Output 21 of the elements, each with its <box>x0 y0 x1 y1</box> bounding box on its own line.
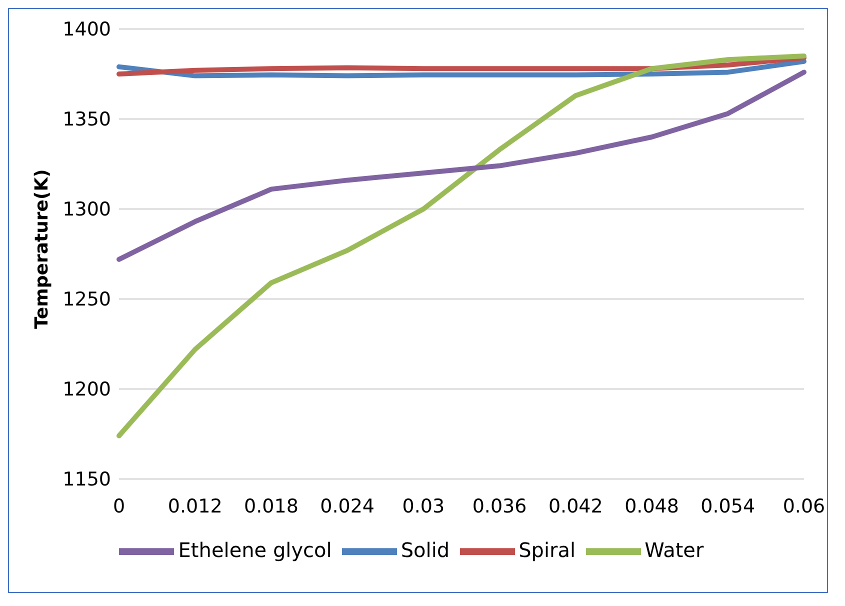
x-tick-label: 0.042 <box>548 495 603 518</box>
legend-label: Ethelene glycol <box>178 538 332 562</box>
x-tick-label: 0.018 <box>244 495 298 518</box>
legend-label: Spiral <box>518 538 576 562</box>
x-tick-label: 0.054 <box>700 495 756 518</box>
y-tick-label: 1300 <box>62 198 111 221</box>
x-tick-label: 0.012 <box>168 495 222 518</box>
legend-label: Water <box>644 538 704 562</box>
x-tick-label: 0.048 <box>624 495 679 518</box>
x-tick-label: 0.06 <box>782 495 826 518</box>
y-tick-label: 1350 <box>62 108 111 131</box>
x-tick-label: 0.036 <box>472 495 527 518</box>
y-tick-label: 1150 <box>62 468 111 491</box>
x-tick-label: 0 <box>112 495 126 518</box>
x-tick-label: 0.03 <box>402 495 445 518</box>
x-tick-label: 0.024 <box>320 495 375 518</box>
legend-label: Solid <box>400 538 450 562</box>
y-tick-label: 1400 <box>62 18 111 41</box>
y-tick-label: 1250 <box>62 288 111 311</box>
y-axis-title: Temperature(K) <box>31 169 52 329</box>
y-tick-label: 1200 <box>62 378 111 401</box>
